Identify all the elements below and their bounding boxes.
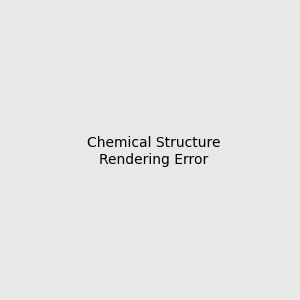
Text: Chemical Structure
Rendering Error: Chemical Structure Rendering Error bbox=[87, 136, 220, 166]
